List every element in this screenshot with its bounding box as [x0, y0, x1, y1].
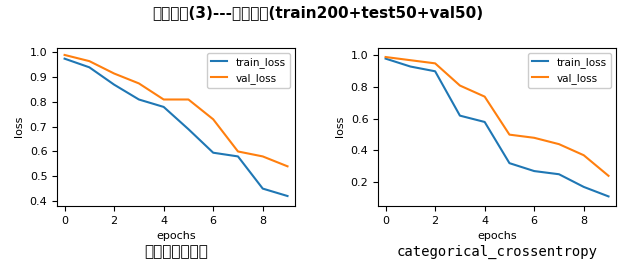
Line: val_loss: val_loss: [65, 55, 288, 166]
val_loss: [259, 155, 267, 158]
train_loss: [234, 155, 242, 158]
Y-axis label: loss: loss: [14, 116, 24, 137]
train_loss: [61, 57, 69, 60]
val_loss: [505, 133, 513, 136]
train_loss: [431, 70, 439, 73]
X-axis label: epochs: epochs: [156, 231, 196, 241]
Legend: train_loss, val_loss: train_loss, val_loss: [207, 53, 290, 88]
train_loss: [505, 162, 513, 165]
train_loss: [555, 173, 563, 176]
Legend: train_loss, val_loss: train_loss, val_loss: [528, 53, 611, 88]
Text: 自己的损失函数: 自己的损失函数: [144, 244, 208, 259]
train_loss: [259, 187, 267, 190]
val_loss: [605, 174, 612, 177]
val_loss: [110, 72, 118, 75]
train_loss: [530, 169, 538, 173]
train_loss: [382, 57, 389, 60]
train_loss: [580, 185, 587, 188]
val_loss: [86, 60, 93, 63]
train_loss: [284, 194, 291, 197]
val_loss: [406, 59, 414, 62]
val_loss: [530, 136, 538, 139]
train_loss: [135, 98, 143, 101]
val_loss: [160, 98, 168, 101]
Y-axis label: loss: loss: [335, 116, 345, 137]
val_loss: [481, 95, 488, 98]
val_loss: [580, 154, 587, 157]
val_loss: [431, 62, 439, 65]
val_loss: [456, 84, 464, 87]
val_loss: [185, 98, 192, 101]
Line: train_loss: train_loss: [65, 59, 288, 196]
Text: 网络对比(3)---损失函数(train200+test50+val50): 网络对比(3)---损失函数(train200+test50+val50): [152, 5, 483, 20]
Line: train_loss: train_loss: [385, 59, 608, 196]
Line: val_loss: val_loss: [385, 57, 608, 176]
train_loss: [185, 128, 192, 131]
train_loss: [605, 195, 612, 198]
val_loss: [135, 82, 143, 85]
train_loss: [110, 83, 118, 86]
X-axis label: epochs: epochs: [478, 231, 517, 241]
train_loss: [481, 120, 488, 124]
val_loss: [61, 53, 69, 56]
train_loss: [160, 105, 168, 109]
val_loss: [382, 55, 389, 59]
train_loss: [406, 65, 414, 68]
val_loss: [555, 143, 563, 146]
val_loss: [234, 150, 242, 153]
train_loss: [456, 114, 464, 117]
train_loss: [86, 66, 93, 69]
val_loss: [284, 165, 291, 168]
train_loss: [210, 151, 217, 154]
val_loss: [210, 118, 217, 121]
Text: categorical_crossentropy: categorical_crossentropy: [396, 244, 598, 259]
